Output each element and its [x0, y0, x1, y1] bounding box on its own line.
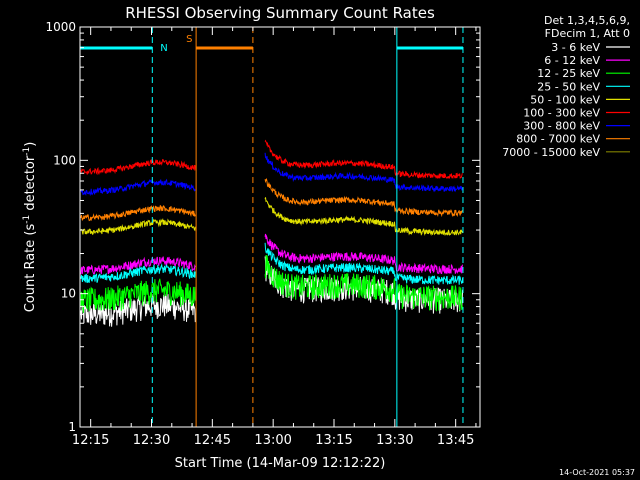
plot-area: NS: [79, 27, 464, 427]
x-tick-label: 12:45: [194, 433, 231, 448]
marker-label: S: [186, 34, 192, 45]
legend-label: 300 - 800 keV: [523, 120, 600, 133]
x-tick-label: 13:15: [315, 433, 352, 448]
x-tick-label: 13:45: [437, 433, 474, 448]
legend-label: 7000 - 15000 keV: [502, 146, 600, 159]
series-line-4-seg-0: [80, 218, 196, 236]
series-line-6-seg-1: [264, 152, 464, 193]
x-tick-label: 13:30: [376, 433, 413, 448]
chart-title: RHESSI Observing Summary Count Rates: [125, 4, 435, 22]
legend: Det 1,3,4,5,6,9, FDecim 1, Att 0 3 - 6 k…: [502, 14, 630, 159]
series-line-0-seg-0: [80, 293, 196, 327]
x-axis-label: Start Time (14-Mar-09 12:12:22): [175, 456, 386, 471]
marker-label: N: [160, 43, 167, 54]
y-label-part-3: ): [23, 142, 38, 147]
series-line-2-seg-0: [80, 278, 196, 314]
series-line-2-seg-1: [264, 254, 464, 312]
x-tick-label: 12:30: [133, 433, 170, 448]
series-line-5-seg-1: [264, 139, 463, 180]
y-label-part-2: detector: [23, 155, 38, 215]
series-line-7-seg-1: [264, 178, 464, 218]
y-tick-label: 1000: [45, 20, 76, 34]
axes-frame: [79, 26, 481, 428]
legend-header-2: FDecim 1, Att 0: [545, 27, 630, 40]
axes: 1 10 100 1000 12:15 12:30 12:45 13:00 13:15 13:30…: [45, 20, 481, 448]
x-tick-label: 13:00: [254, 433, 291, 448]
x-tick-label: 12:15: [72, 433, 109, 448]
y-label-sup-2: -1: [22, 147, 32, 156]
series-line-3-seg-0: [80, 263, 196, 284]
y-tick-label: 1: [68, 420, 76, 434]
legend-label: 6 - 12 keV: [544, 54, 600, 67]
legend-label: 3 - 6 keV: [551, 41, 600, 54]
legend-label: 50 - 100 keV: [530, 93, 600, 106]
legend-label: 800 - 7000 keV: [516, 133, 600, 146]
series-line-1-seg-1: [264, 233, 464, 275]
y-tick-label: 10: [61, 287, 76, 301]
y-label-part-1: Count Rate (s: [23, 224, 38, 313]
y-axis-label: Count Rate (s-1 detector-1): [22, 142, 38, 313]
series-line-7-seg-0: [80, 204, 196, 222]
legend-header-1: Det 1,3,4,5,6,9,: [544, 14, 630, 27]
y-tick-label: 100: [53, 153, 76, 167]
legend-label: 25 - 50 keV: [537, 80, 600, 93]
series-line-6-seg-0: [80, 178, 196, 197]
legend-label: 100 - 300 keV: [523, 107, 600, 120]
legend-label: 12 - 25 keV: [537, 67, 600, 80]
series-line-1-seg-0: [80, 256, 196, 275]
y-label-sup-1: -1: [22, 215, 32, 224]
footer-date: 14-Oct-2021 05:37: [559, 468, 635, 477]
series-line-5-seg-0: [80, 158, 196, 176]
series-line-4-seg-1: [264, 197, 464, 237]
series-line-3-seg-1: [264, 242, 464, 285]
